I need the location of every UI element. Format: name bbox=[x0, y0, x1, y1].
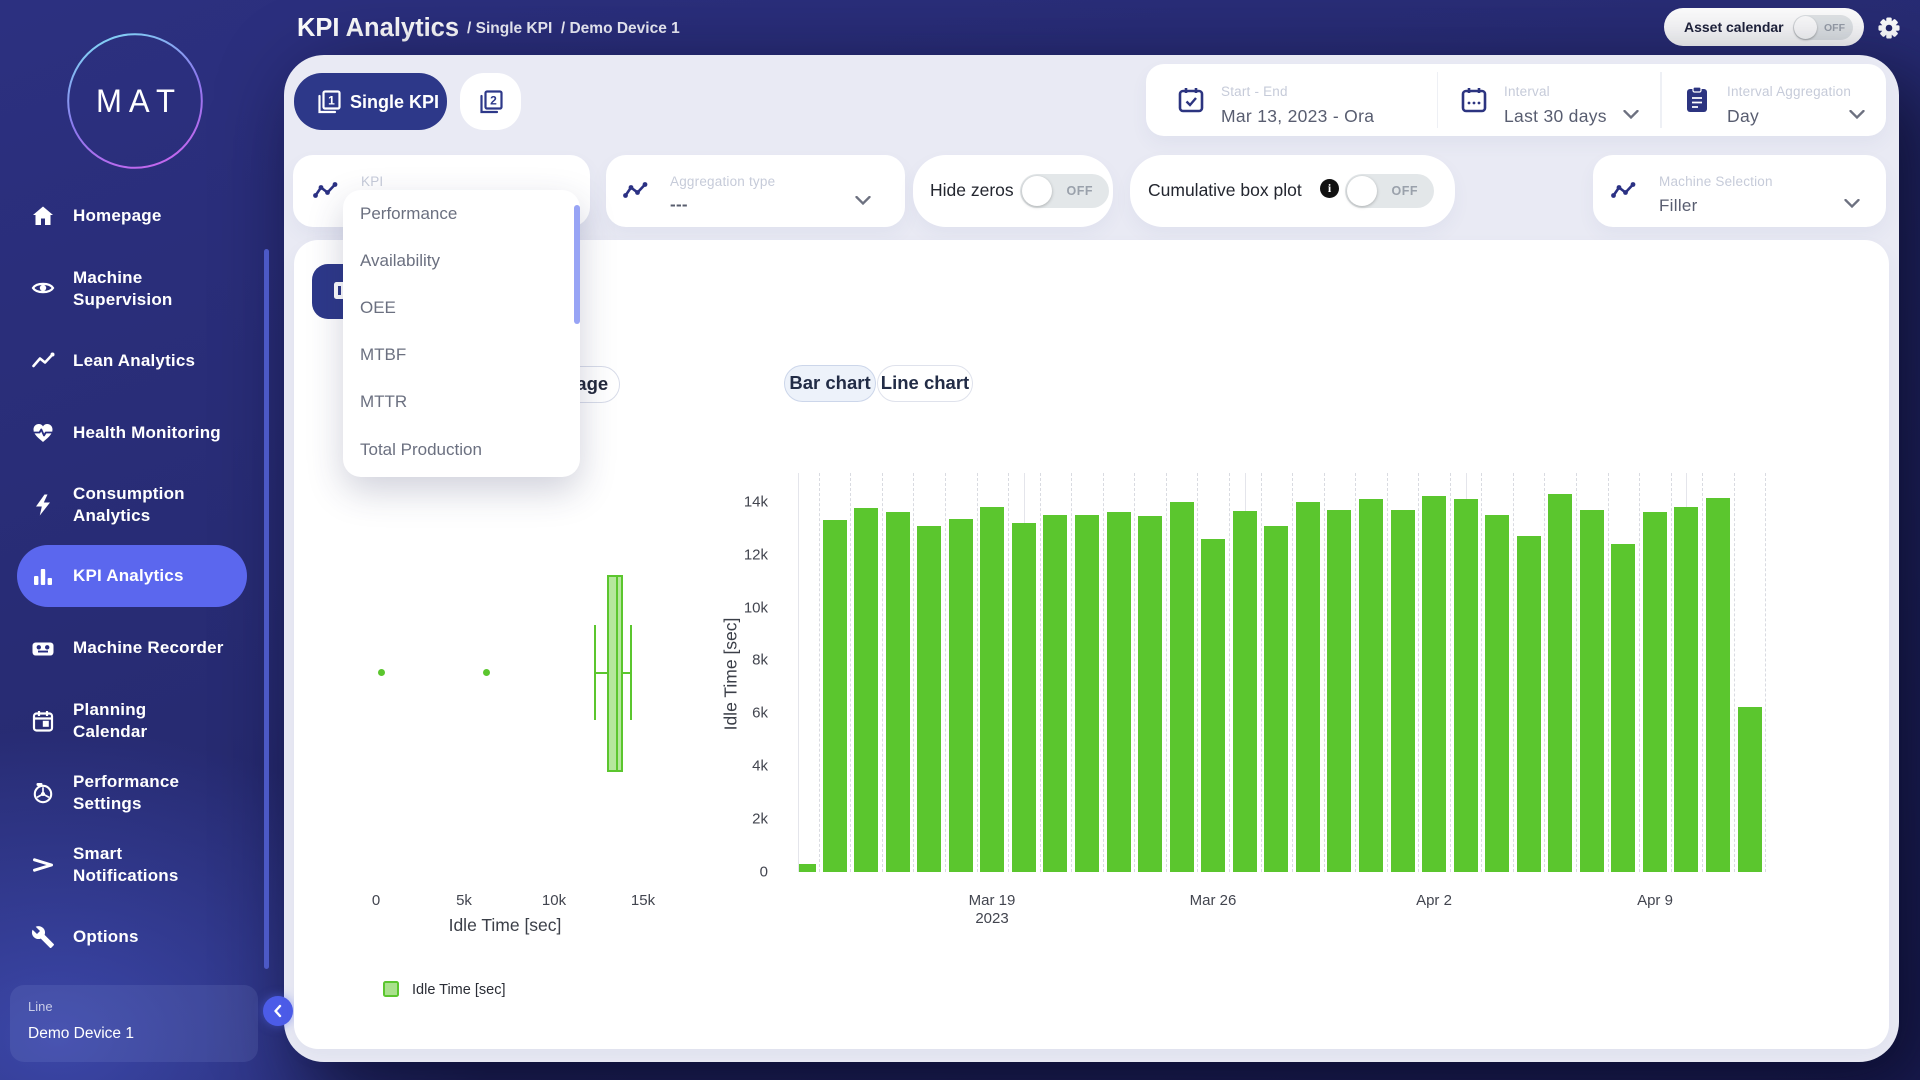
svg-text:1: 1 bbox=[328, 94, 335, 108]
svg-text:M A T: M A T bbox=[96, 83, 175, 119]
svg-text:2: 2 bbox=[490, 94, 497, 108]
